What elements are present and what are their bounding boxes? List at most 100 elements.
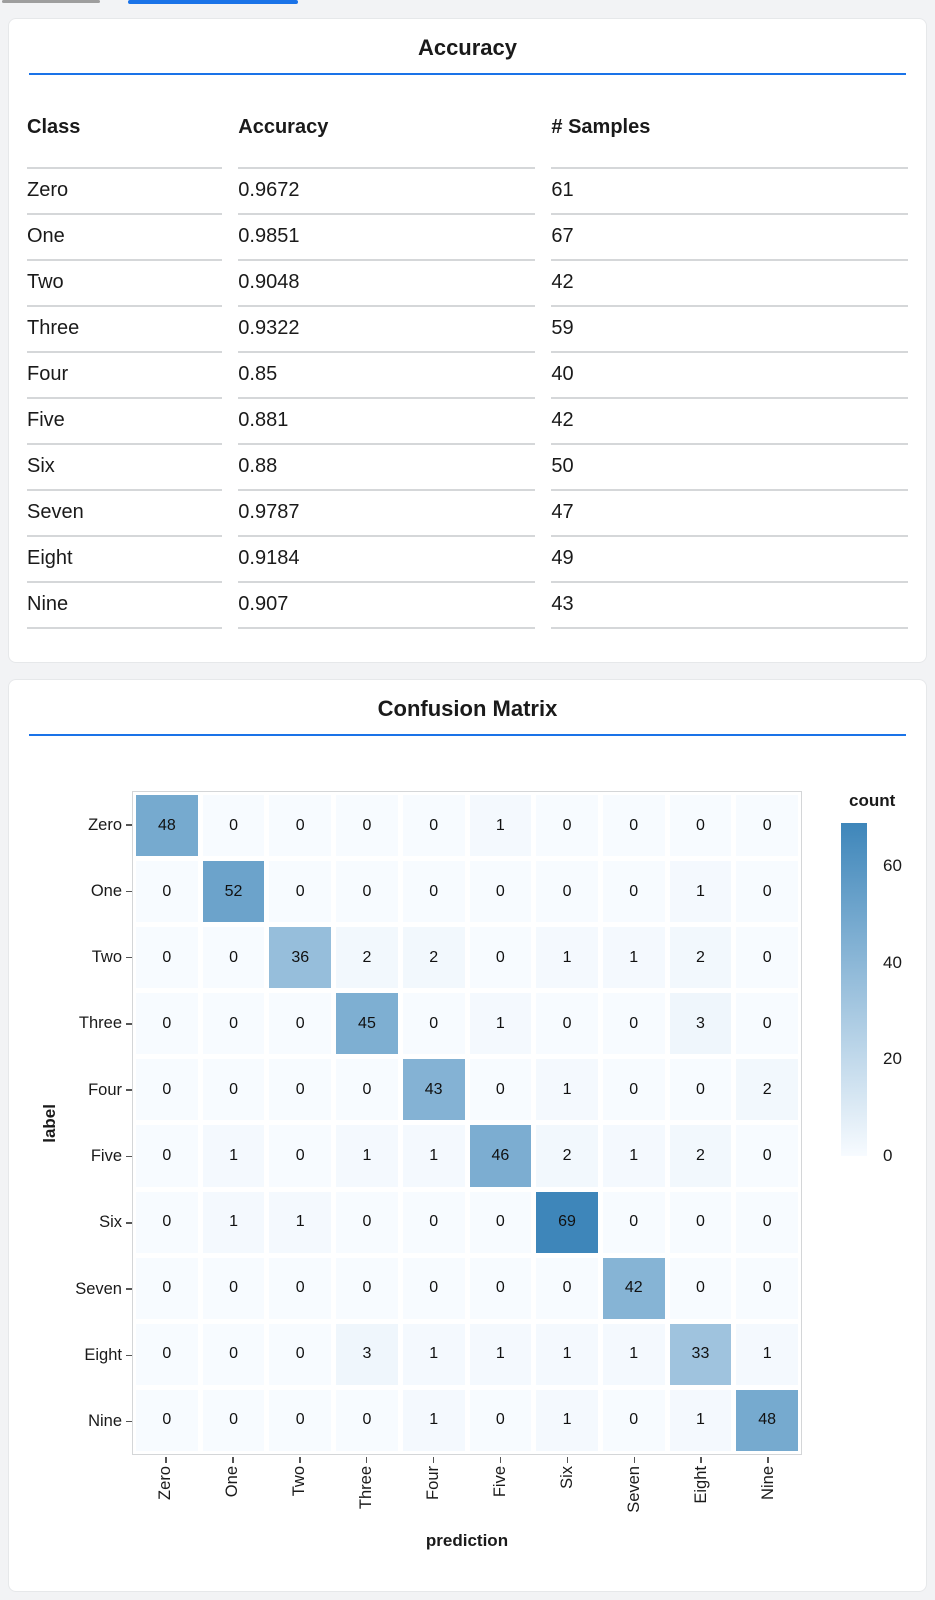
x-axis-label: Seven — [624, 1466, 643, 1513]
heatmap-cell: 0 — [602, 861, 665, 923]
class-cell: One — [27, 215, 223, 261]
heatmap-cell: 3 — [669, 993, 732, 1055]
x-axis-label-slot: One — [202, 1457, 264, 1513]
tab-indicator-inactive[interactable] — [2, 0, 100, 3]
y-axis-label-row: Eight — [9, 1324, 132, 1386]
heatmap-cell: 0 — [269, 861, 332, 923]
x-axis-label-slot: Two — [269, 1457, 331, 1513]
samples-cell: 42 — [551, 399, 908, 445]
heatmap-cell: 0 — [469, 1389, 532, 1451]
heatmap-cell: 0 — [602, 795, 665, 857]
x-axis-label: Six — [557, 1466, 576, 1489]
accuracy-card-title: Accuracy — [417, 35, 518, 60]
heatmap-cell: 0 — [136, 1257, 198, 1319]
x-axis-label: Eight — [691, 1466, 710, 1504]
heatmap-cell: 0 — [202, 927, 265, 989]
tab-indicator-active[interactable] — [128, 0, 298, 4]
y-axis-label: Nine — [88, 1412, 122, 1431]
samples-cell: 59 — [551, 307, 908, 353]
heatmap-cell: 2 — [336, 927, 398, 989]
x-axis-label: Four — [424, 1466, 443, 1500]
heatmap-cell: 0 — [136, 861, 198, 923]
x-axis-label: Five — [490, 1466, 509, 1498]
accuracy-table: Class Accuracy # Samples Zero 0.9672 61 One… — [11, 116, 924, 629]
heatmap-cell: 1 — [336, 1125, 398, 1187]
x-axis-tick — [299, 1457, 301, 1463]
x-axis-label: Two — [290, 1466, 309, 1497]
heatmap-cell: 1 — [202, 1191, 265, 1253]
samples-cell: 50 — [551, 445, 908, 491]
accuracy-table-row: Two 0.9048 42 — [27, 261, 908, 307]
heatmap-cell: 45 — [336, 993, 398, 1055]
heatmap-cell: 1 — [602, 1125, 665, 1187]
heatmap-cell: 1 — [536, 927, 598, 989]
heatmap-cell: 1 — [602, 1323, 665, 1385]
y-axis-tick — [126, 1288, 132, 1290]
heatmap-cell: 0 — [669, 1257, 732, 1319]
heatmap-cell: 0 — [602, 1059, 665, 1121]
heatmap-cell: 0 — [136, 1191, 198, 1253]
heatmap-cell: 1 — [602, 927, 665, 989]
heatmap-cell: 1 — [669, 1389, 732, 1451]
heatmap-cell: 0 — [269, 795, 332, 857]
y-axis-label-row: Four — [9, 1059, 132, 1121]
y-axis-label: Eight — [84, 1345, 122, 1364]
y-axis-label-row: Seven — [9, 1258, 132, 1320]
x-axis-label: Nine — [758, 1466, 777, 1500]
heatmap-cell: 0 — [469, 1059, 532, 1121]
heatmap-cell: 2 — [669, 1125, 732, 1187]
y-axis-label: One — [90, 881, 122, 900]
y-axis-tick — [126, 1155, 132, 1158]
accuracy-title-underline — [29, 73, 906, 75]
heatmap-cell: 0 — [736, 993, 798, 1055]
heatmap-cell: 0 — [469, 1257, 532, 1319]
heatmap-cell: 0 — [136, 1323, 198, 1385]
accuracy-cell: 0.88 — [238, 445, 536, 491]
heatmap-cell: 1 — [402, 1389, 465, 1451]
x-axis-label: Zero — [156, 1466, 175, 1500]
y-axis-label-row: Two — [9, 927, 132, 989]
accuracy-cell: 0.9048 — [238, 261, 536, 307]
accuracy-table-row: Zero 0.9672 61 — [27, 169, 908, 215]
y-axis-label: Three — [78, 1014, 122, 1033]
x-axis-label: One — [223, 1466, 242, 1498]
x-axis-label-slot: Zero — [135, 1457, 197, 1513]
accuracy-cell: 0.9184 — [238, 537, 536, 583]
heatmap-cell: 0 — [336, 795, 398, 857]
x-axis-title: prediction — [425, 1531, 509, 1550]
class-cell: Three — [27, 307, 223, 353]
heatmap-cell: 2 — [669, 927, 732, 989]
samples-cell: 42 — [551, 261, 908, 307]
heatmap-cell: 1 — [536, 1323, 598, 1385]
y-axis-label-row: Nine — [9, 1391, 132, 1453]
y-axis-label: Two — [91, 948, 122, 967]
y-axis-label: Zero — [88, 815, 122, 834]
y-axis-tick — [126, 1420, 132, 1423]
legend-tick-label: 20 — [883, 1049, 902, 1069]
heatmap-cell: 33 — [669, 1323, 732, 1385]
x-axis-label-slot: Four — [403, 1457, 465, 1513]
accuracy-table-row: Four 0.85 40 — [27, 353, 908, 399]
x-axis-label-slot: Nine — [737, 1457, 799, 1513]
heatmap-cell: 1 — [402, 1125, 465, 1187]
heatmap-cell: 2 — [736, 1059, 798, 1121]
y-axis-label-row: Five — [9, 1126, 132, 1188]
heatmap-cell: 43 — [402, 1059, 465, 1121]
heatmap-cell: 0 — [202, 993, 265, 1055]
heatmap-cell: 0 — [669, 795, 732, 857]
heatmap-cell: 1 — [536, 1389, 598, 1451]
y-axis-tick — [126, 890, 132, 893]
heatmap-cell: 0 — [202, 1257, 265, 1319]
confusion-card-title: Confusion Matrix — [377, 696, 558, 721]
heatmap-cell: 0 — [269, 993, 332, 1055]
accuracy-table-row: Nine 0.907 43 — [27, 583, 908, 629]
heatmap-cell: 0 — [269, 1389, 332, 1451]
heatmap-cell: 0 — [736, 861, 798, 923]
legend-tick-label: 0 — [883, 1146, 893, 1165]
heatmap-cell: 0 — [336, 1059, 398, 1121]
heatmap-cell: 0 — [269, 1257, 332, 1319]
heatmap-cell: 36 — [269, 927, 332, 989]
color-legend: count 60 40 20 0 — [819, 791, 929, 1221]
legend-tick-label: 60 — [883, 856, 902, 876]
samples-cell: 61 — [551, 169, 908, 215]
